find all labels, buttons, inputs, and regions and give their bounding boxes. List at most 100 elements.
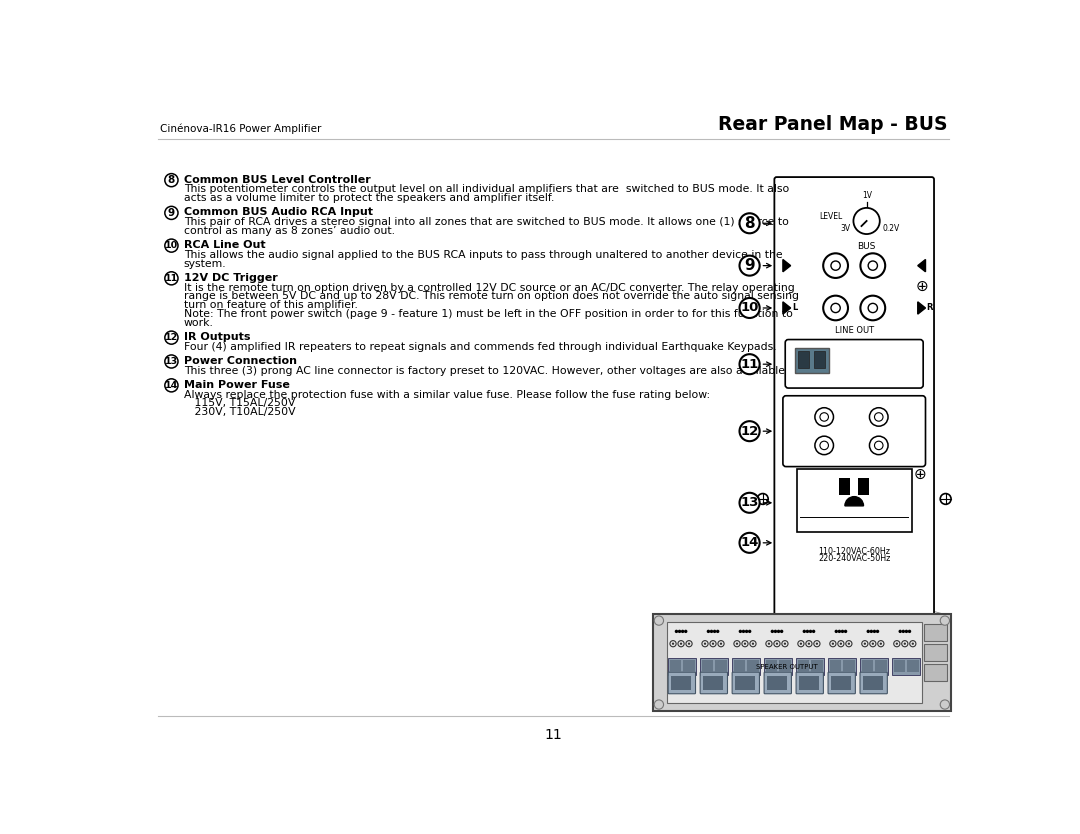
Text: 11: 11 xyxy=(544,728,563,742)
Text: 115V, T15AL/250V: 115V, T15AL/250V xyxy=(184,399,295,409)
Bar xyxy=(829,660,841,672)
Circle shape xyxy=(800,642,802,645)
FancyBboxPatch shape xyxy=(796,672,823,694)
Bar xyxy=(683,660,694,672)
Bar xyxy=(779,660,791,672)
Circle shape xyxy=(838,630,841,633)
Circle shape xyxy=(684,630,688,633)
Text: BUS: BUS xyxy=(858,242,876,251)
Text: Power Connection: Power Connection xyxy=(184,356,297,366)
Circle shape xyxy=(739,630,742,633)
Circle shape xyxy=(768,642,770,645)
Bar xyxy=(700,657,728,675)
Circle shape xyxy=(902,630,905,633)
Circle shape xyxy=(740,298,759,318)
Text: 1: 1 xyxy=(808,411,813,420)
Circle shape xyxy=(654,700,663,709)
Text: 12: 12 xyxy=(741,425,759,438)
Bar xyxy=(859,478,869,495)
Text: 12: 12 xyxy=(165,333,178,342)
Circle shape xyxy=(809,630,812,633)
Text: SPEAKER OUTPUT: SPEAKER OUTPUT xyxy=(756,664,818,670)
Circle shape xyxy=(864,642,866,645)
Text: It is the remote turn on option driven by a controlled 12V DC source or an AC/DC: It is the remote turn on option driven b… xyxy=(184,283,795,293)
Bar xyxy=(767,676,786,690)
Text: L: L xyxy=(793,304,797,313)
Text: +: + xyxy=(815,375,823,385)
Text: range is between 5V DC and up to 28V DC. This remote turn on option does not ove: range is between 5V DC and up to 28V DC.… xyxy=(184,291,799,301)
Text: work.: work. xyxy=(184,318,214,328)
FancyBboxPatch shape xyxy=(774,177,934,620)
Bar xyxy=(892,657,920,675)
Circle shape xyxy=(740,214,759,234)
Text: ⊕: ⊕ xyxy=(916,279,929,294)
Text: This three (3) prong AC line connector is factory preset to 120VAC. However, oth: This three (3) prong AC line connector i… xyxy=(184,366,788,376)
Circle shape xyxy=(872,642,874,645)
Bar xyxy=(863,676,882,690)
Circle shape xyxy=(899,630,902,633)
FancyBboxPatch shape xyxy=(785,339,923,388)
Bar xyxy=(828,657,856,675)
Text: +12VDC: +12VDC xyxy=(833,350,862,356)
Circle shape xyxy=(720,642,723,645)
Circle shape xyxy=(812,630,815,633)
Text: 2: 2 xyxy=(890,411,895,420)
FancyBboxPatch shape xyxy=(860,672,888,694)
Circle shape xyxy=(905,630,908,633)
Circle shape xyxy=(748,630,752,633)
Circle shape xyxy=(704,642,706,645)
Text: This pair of RCA drives a stereo signal into all zones that are switched to BUS : This pair of RCA drives a stereo signal … xyxy=(184,217,788,227)
FancyBboxPatch shape xyxy=(797,469,912,532)
FancyBboxPatch shape xyxy=(795,348,829,373)
Circle shape xyxy=(672,642,674,645)
Text: Common BUS Audio RCA Input: Common BUS Audio RCA Input xyxy=(184,208,373,218)
Bar xyxy=(735,676,755,690)
FancyBboxPatch shape xyxy=(732,672,759,694)
Text: 13: 13 xyxy=(165,357,178,366)
Circle shape xyxy=(735,642,738,645)
Text: turn on feature of this amplifier.: turn on feature of this amplifier. xyxy=(184,300,357,310)
Text: 8: 8 xyxy=(167,175,175,185)
Circle shape xyxy=(675,630,678,633)
Text: 13: 13 xyxy=(741,496,759,510)
Text: Always replace the protection fuse with a similar value fuse. Please follow the : Always replace the protection fuse with … xyxy=(184,389,710,399)
Circle shape xyxy=(904,642,906,645)
Bar xyxy=(842,660,854,672)
Circle shape xyxy=(941,700,949,709)
Bar xyxy=(799,676,819,690)
Text: acts as a volume limiter to protect the speakers and amplifier itself.: acts as a volume limiter to protect the … xyxy=(184,193,554,203)
Polygon shape xyxy=(918,302,926,314)
FancyBboxPatch shape xyxy=(669,672,696,694)
Polygon shape xyxy=(918,259,926,272)
Text: 110-120VAC-60Hz: 110-120VAC-60Hz xyxy=(819,546,890,555)
Text: R: R xyxy=(927,304,933,313)
Text: 3V: 3V xyxy=(840,224,850,234)
Circle shape xyxy=(706,630,711,633)
Circle shape xyxy=(843,630,848,633)
Circle shape xyxy=(740,255,759,276)
Circle shape xyxy=(895,642,897,645)
Circle shape xyxy=(869,630,873,633)
Text: 1V: 1V xyxy=(862,191,873,200)
Circle shape xyxy=(840,630,845,633)
Circle shape xyxy=(744,642,746,645)
Circle shape xyxy=(740,533,759,553)
Bar xyxy=(796,657,824,675)
Text: 9: 9 xyxy=(744,259,755,273)
Circle shape xyxy=(740,421,759,441)
Circle shape xyxy=(773,630,778,633)
Bar xyxy=(672,676,691,690)
Circle shape xyxy=(832,642,834,645)
Circle shape xyxy=(848,642,850,645)
FancyBboxPatch shape xyxy=(700,672,728,694)
Polygon shape xyxy=(783,259,791,272)
Bar xyxy=(860,657,888,675)
Bar xyxy=(766,660,778,672)
Bar xyxy=(907,660,918,672)
Text: This potentiometer controls the output level on all individual amplifiers that a: This potentiometer controls the output l… xyxy=(184,184,789,194)
Bar xyxy=(703,676,723,690)
Circle shape xyxy=(710,630,713,633)
Text: 8: 8 xyxy=(744,216,755,231)
Text: system.: system. xyxy=(184,259,227,269)
Circle shape xyxy=(775,642,778,645)
